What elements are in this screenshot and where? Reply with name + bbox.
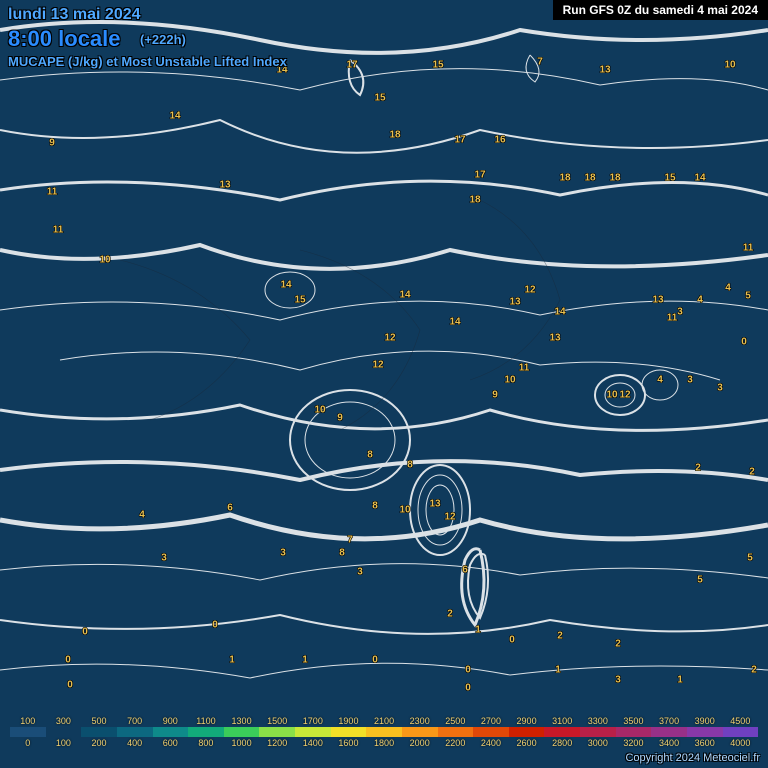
- legend-tick-top: 3300: [580, 716, 616, 726]
- legend-tick-top: 700: [117, 716, 153, 726]
- weather-map: 9111110131414151718151716171871318181815…: [0, 0, 768, 768]
- legend-tick-top: 3900: [687, 716, 723, 726]
- legend-tick-bottom: 800: [188, 738, 224, 748]
- legend-tick-bottom: 1400: [295, 738, 331, 748]
- legend-swatch: [402, 727, 438, 737]
- legend-tick-top: 4500: [723, 716, 759, 726]
- legend-swatch: [46, 727, 82, 737]
- legend-tick-top: 2300: [402, 716, 438, 726]
- legend-tick-bottom: 2000: [402, 738, 438, 748]
- legend-tick-top: 1700: [295, 716, 331, 726]
- legend-tick-top: 3700: [651, 716, 687, 726]
- legend-tick-top: 2700: [473, 716, 509, 726]
- legend-tick-top: 100: [10, 716, 46, 726]
- legend-swatch: [473, 727, 509, 737]
- legend-swatch: [616, 727, 652, 737]
- legend-swatch: [188, 727, 224, 737]
- product-title: MUCAPE (J/kg) et Most Unstable Lifted In…: [8, 54, 287, 69]
- legend-swatch: [331, 727, 367, 737]
- legend-swatch: [509, 727, 545, 737]
- legend-tick-bottom: 3600: [687, 738, 723, 748]
- legend-tick-bottom: 1800: [366, 738, 402, 748]
- legend-tick-bottom: 1600: [331, 738, 367, 748]
- forecast-offset: (+222h): [140, 32, 186, 47]
- legend-tick-top: 3500: [616, 716, 652, 726]
- legend-tick-bottom: 2600: [509, 738, 545, 748]
- legend-swatch: [687, 727, 723, 737]
- model-run-info: Run GFS 0Z du samedi 4 mai 2024: [553, 0, 768, 20]
- legend-tick-top: 900: [153, 716, 189, 726]
- legend-tick-top: 1100: [188, 716, 224, 726]
- legend-tick-top: 1300: [224, 716, 260, 726]
- color-legend: 1003005007009001100130015001700190021002…: [10, 716, 758, 748]
- legend-tick-bottom: 200: [81, 738, 117, 748]
- legend-tick-bottom: 400: [117, 738, 153, 748]
- legend-swatch: [651, 727, 687, 737]
- legend-tick-top: 1500: [259, 716, 295, 726]
- legend-swatch: [438, 727, 474, 737]
- legend-tick-bottom: 3200: [616, 738, 652, 748]
- legend-swatch: [10, 727, 46, 737]
- legend-tick-bottom: 100: [46, 738, 82, 748]
- legend-swatch: [81, 727, 117, 737]
- legend-tick-bottom: 2200: [438, 738, 474, 748]
- legend-tick-bottom: 600: [153, 738, 189, 748]
- legend-tick-bottom: 1200: [259, 738, 295, 748]
- legend-tick-bottom: 1000: [224, 738, 260, 748]
- legend-tick-top: 3100: [544, 716, 580, 726]
- legend-tick-bottom: 2800: [544, 738, 580, 748]
- legend-swatch: [259, 727, 295, 737]
- legend-swatch: [295, 727, 331, 737]
- legend-swatch: [153, 727, 189, 737]
- legend-tick-top: 500: [81, 716, 117, 726]
- legend-tick-bottom: 2400: [473, 738, 509, 748]
- legend-swatch: [723, 727, 759, 737]
- legend-tick-bottom: 3000: [580, 738, 616, 748]
- forecast-time: 8:00 locale: [8, 26, 121, 52]
- legend-tick-top: 2100: [366, 716, 402, 726]
- legend-swatch: [580, 727, 616, 737]
- legend-tick-bottom: 4000: [723, 738, 759, 748]
- legend-swatch: [117, 727, 153, 737]
- legend-tick-top: 2900: [509, 716, 545, 726]
- legend-tick-bottom: 0: [10, 738, 46, 748]
- legend-swatch: [224, 727, 260, 737]
- legend-swatch: [544, 727, 580, 737]
- legend-tick-top: 300: [46, 716, 82, 726]
- forecast-date: lundi 13 mai 2024: [8, 6, 141, 24]
- legend-tick-top: 2500: [438, 716, 474, 726]
- legend-swatch: [366, 727, 402, 737]
- legend-tick-top: 1900: [331, 716, 367, 726]
- copyright-text: Copyright 2024 Meteociel.fr: [625, 752, 760, 764]
- legend-tick-bottom: 3400: [651, 738, 687, 748]
- map-background: [0, 0, 768, 768]
